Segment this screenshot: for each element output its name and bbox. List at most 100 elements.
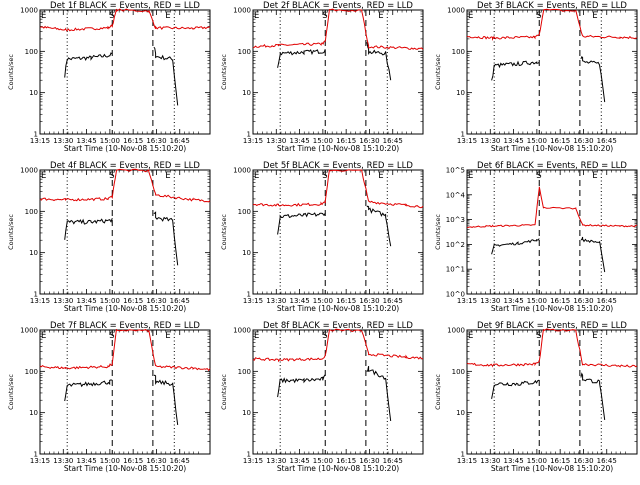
marker-e-start: E: [468, 171, 473, 181]
x-axis-label: Start Time (10-Nov-08 15:10:20): [491, 144, 613, 153]
y-tick-label: 1000: [20, 7, 38, 15]
x-tick-label: 16:15: [123, 457, 143, 465]
x-tick-label: 13:15: [30, 297, 50, 305]
chart-panel-6: Det 6f BLACK = Events, RED = LLD 10^0 10^1…: [434, 161, 638, 313]
chart-panel-5: Det 5f BLACK = Events, RED = LLD 1 10 100 10…: [220, 161, 424, 313]
x-tick-label: 16:45: [383, 297, 403, 305]
marker-e-end: E: [165, 11, 170, 21]
x-tick-label: 13:15: [30, 137, 50, 145]
lld-series-line: [252, 169, 424, 209]
marker-s: S: [536, 11, 541, 21]
events-series-line: [491, 236, 606, 273]
panel-title: Det 4f BLACK = Events, RED = LLD: [50, 161, 200, 171]
panel-title: Det 7f BLACK = Events, RED = LLD: [50, 321, 200, 331]
panel-title: Det 3f BLACK = Events, RED = LLD: [477, 1, 627, 11]
x-tick-label: 16:15: [336, 457, 356, 465]
x-tick-label: 15:00: [100, 137, 120, 145]
marker-s: S: [322, 331, 327, 341]
marker-e-end: E: [378, 331, 383, 341]
marker-e-start: E: [41, 11, 46, 21]
x-tick-label: 16:30: [146, 457, 166, 465]
plot-frame: [252, 169, 424, 295]
y-tick-label: 10^1: [446, 266, 465, 274]
marker-e-start: E: [41, 171, 46, 181]
x-tick-label: 16:45: [170, 297, 190, 305]
x-tick-label: 13:45: [289, 457, 309, 465]
x-tick-label: 15:00: [313, 457, 333, 465]
marker-s: S: [536, 171, 541, 181]
marker-e-end: E: [592, 11, 597, 21]
y-tick-label: 100: [25, 368, 38, 376]
lld-series-line: [39, 168, 211, 203]
panel-title: Det 8f BLACK = Events, RED = LLD: [263, 321, 413, 331]
marker-s: S: [109, 331, 114, 341]
x-tick-label: 13:15: [457, 137, 477, 145]
events-series-line: [491, 372, 606, 420]
y-tick-label: 10^3: [446, 216, 465, 224]
panel-title: Det 2f BLACK = Events, RED = LLD: [263, 1, 413, 11]
x-tick-label: 13:30: [266, 297, 286, 305]
y-tick-label: 10^2: [446, 241, 465, 249]
x-tick-label: 13:15: [243, 457, 263, 465]
x-tick-label: 16:15: [123, 137, 143, 145]
x-axis-label: Start Time (10-Nov-08 15:10:20): [64, 464, 186, 473]
x-tick-label: 13:45: [503, 457, 523, 465]
x-tick-label: 16:15: [550, 457, 570, 465]
y-axis-label: Counts/sec: [434, 214, 442, 250]
marker-e-start: E: [468, 11, 473, 21]
y-tick-label: 100: [452, 48, 465, 56]
x-tick-label: 16:15: [550, 137, 570, 145]
x-tick-label: 13:45: [76, 297, 96, 305]
plot-frame: [39, 329, 211, 455]
x-tick-label: 16:30: [359, 137, 379, 145]
y-tick-label: 1: [461, 131, 465, 139]
x-tick-label: 16:30: [359, 457, 379, 465]
y-tick-label: 10: [456, 409, 465, 417]
x-tick-label: 16:15: [336, 137, 356, 145]
events-series-line: [277, 366, 392, 422]
panel-title: Det 6f BLACK = Events, RED = LLD: [477, 161, 627, 171]
lld-series-line: [252, 8, 424, 50]
x-tick-label: 16:45: [597, 457, 617, 465]
chart-panel-8: Det 8f BLACK = Events, RED = LLD 1 10 100 10…: [220, 321, 424, 473]
y-tick-label: 100: [238, 48, 251, 56]
lld-series-line: [39, 8, 211, 32]
x-tick-label: 16:30: [359, 297, 379, 305]
x-tick-label: 16:30: [146, 297, 166, 305]
chart-panel-2: Det 2f BLACK = Events, RED = LLD 1 10 100 10…: [220, 1, 424, 153]
y-tick-label: 1000: [233, 7, 251, 15]
y-tick-label: 100: [452, 368, 465, 376]
marker-s: S: [322, 11, 327, 21]
x-tick-label: 13:45: [289, 137, 309, 145]
marker-e-end: E: [592, 331, 597, 341]
lld-series-line: [466, 8, 638, 42]
marker-e-start: E: [254, 331, 259, 341]
x-tick-label: 13:45: [289, 297, 309, 305]
y-tick-label: 10: [242, 89, 251, 97]
marker-s: S: [109, 171, 114, 181]
events-series-line: [64, 46, 179, 106]
y-tick-label: 1000: [447, 327, 465, 335]
lld-series-line: [39, 329, 211, 372]
x-tick-label: 13:30: [53, 457, 73, 465]
marker-e-end: E: [378, 11, 383, 21]
x-tick-label: 13:15: [457, 457, 477, 465]
y-tick-label: 1000: [20, 327, 38, 335]
y-tick-label: 1: [247, 291, 251, 299]
chart-panel-4: Det 4f BLACK = Events, RED = LLD 1 10 100 10…: [7, 161, 211, 313]
x-axis-label: Start Time (10-Nov-08 15:10:20): [277, 304, 399, 313]
events-series-line: [277, 42, 392, 81]
x-tick-label: 13:15: [243, 297, 263, 305]
y-axis-label: Counts/sec: [220, 214, 228, 250]
x-tick-label: 13:15: [457, 297, 477, 305]
x-tick-label: 13:30: [266, 457, 286, 465]
y-axis-label: Counts/sec: [7, 214, 15, 250]
plot-frame: [466, 9, 638, 135]
x-axis-label: Start Time (10-Nov-08 15:10:20): [491, 304, 613, 313]
x-tick-label: 13:45: [503, 137, 523, 145]
events-series-line: [64, 374, 179, 425]
x-tick-label: 16:45: [383, 457, 403, 465]
marker-e-end: E: [165, 171, 170, 181]
